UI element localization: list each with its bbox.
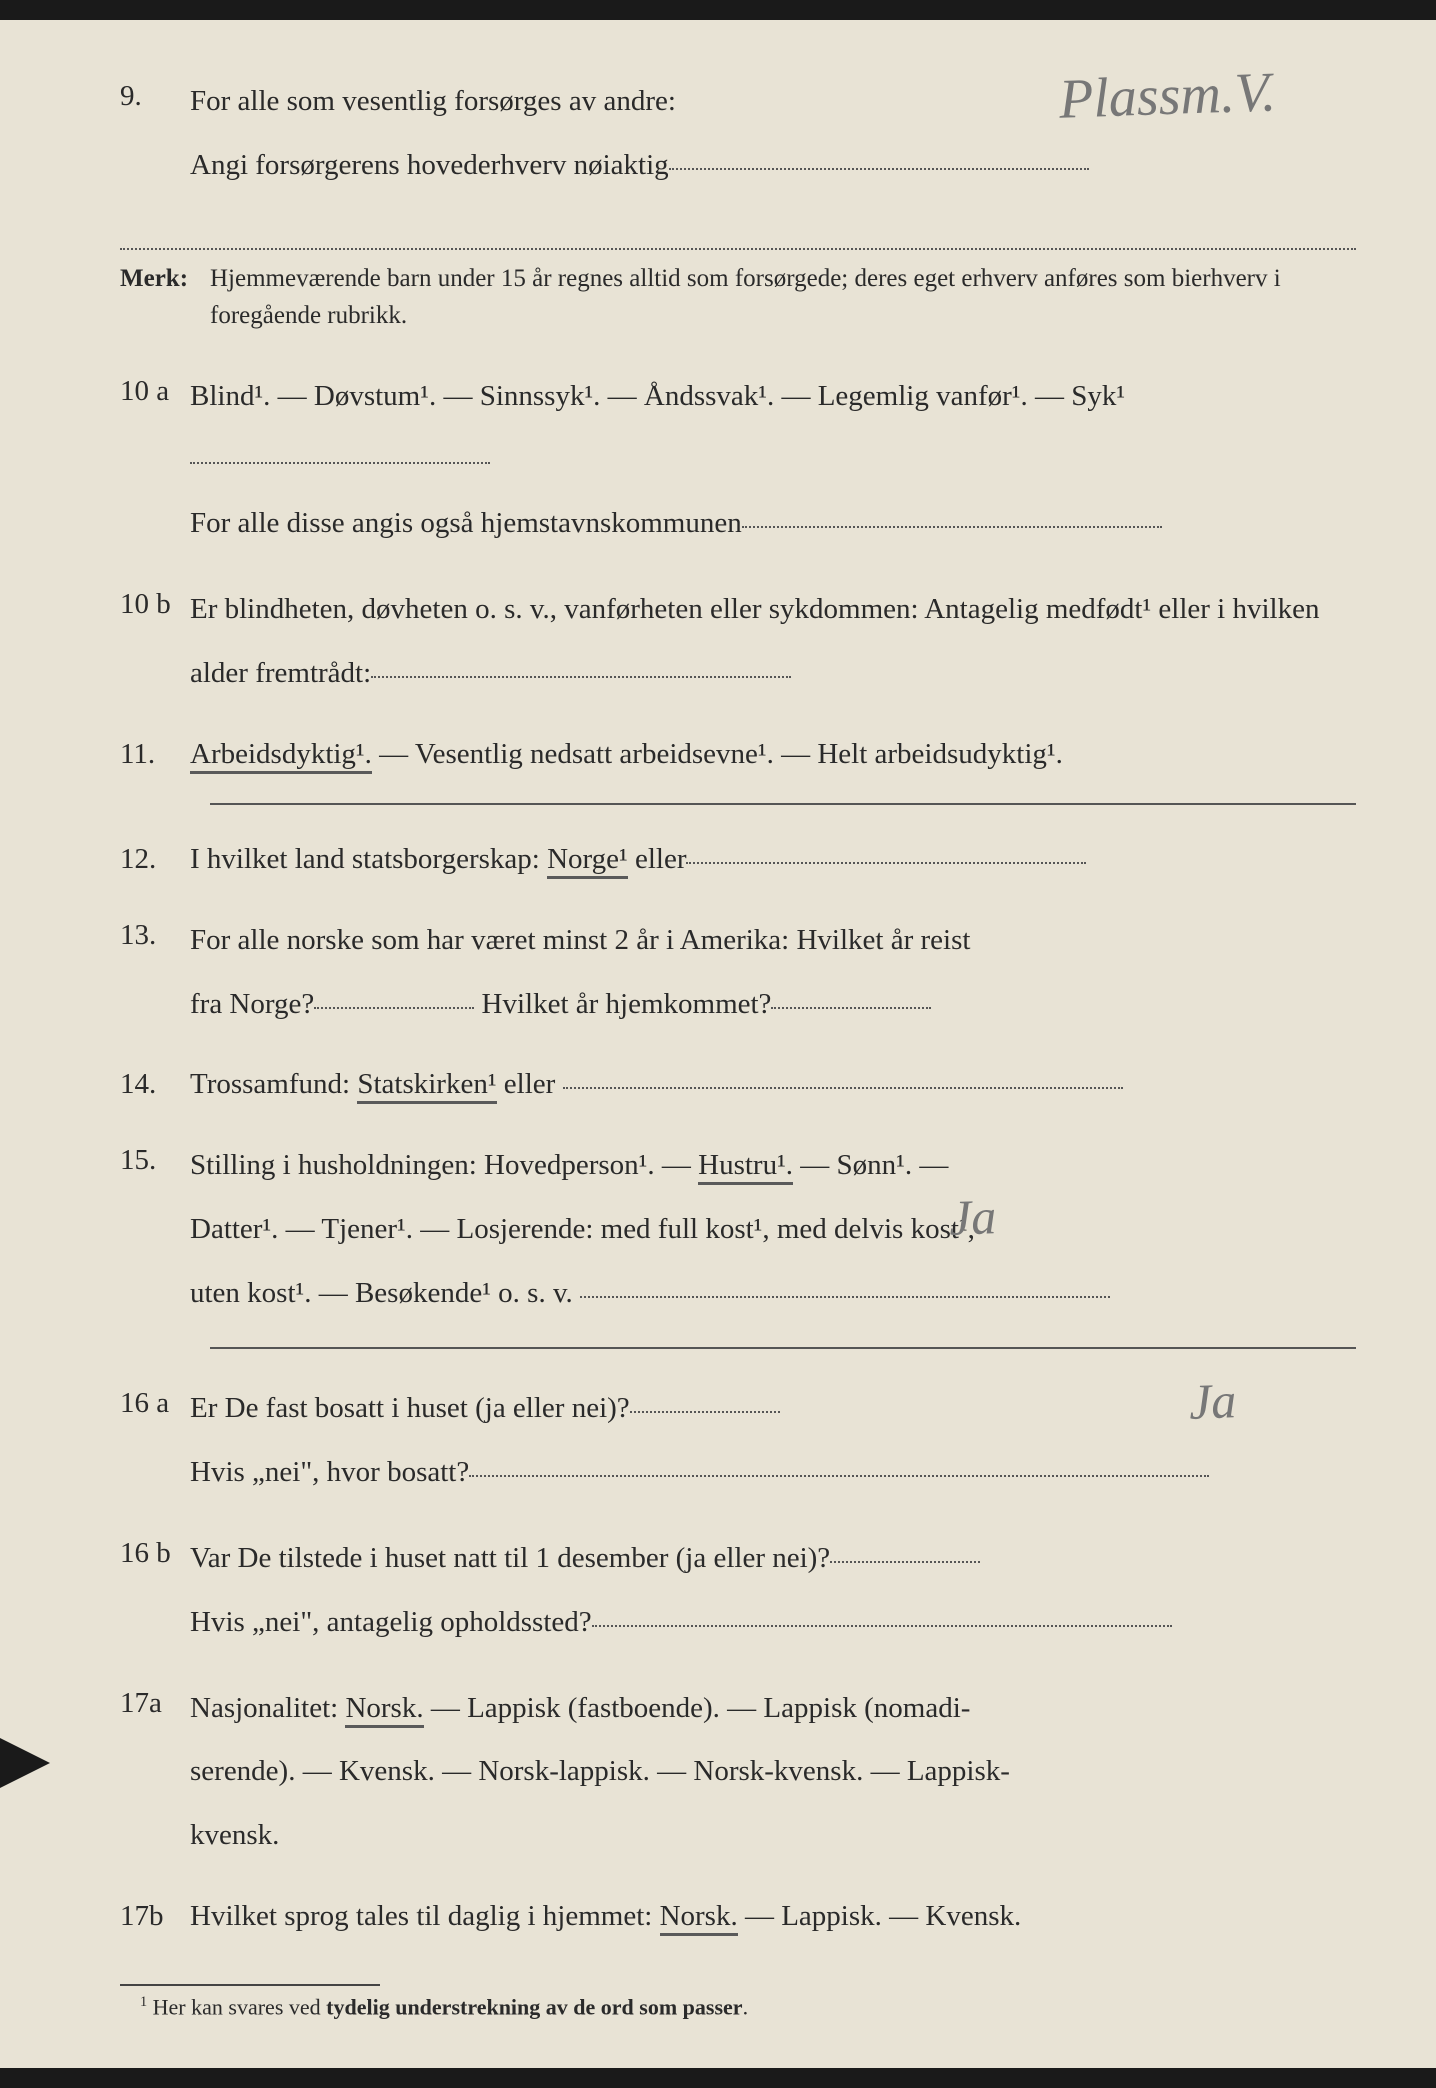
question-text: Stilling i husholdningen: Hovedperson¹. … (190, 1134, 1356, 1325)
question-number: 12. (120, 833, 190, 887)
question-number: 16 a (120, 1377, 190, 1431)
q15-selected: Hustru¹. (698, 1149, 793, 1185)
q15-post1: — Sønn¹. — (793, 1149, 948, 1181)
question-11: 11. Arbeidsdyktig¹. — Vesentlig nedsatt … (120, 728, 1356, 782)
footnote-text: Her kan svares ved tydelig understreknin… (147, 1994, 748, 2019)
question-14: 14. Trossamfund: Statskirken¹ eller (120, 1058, 1356, 1112)
question-number: 14. (120, 1058, 190, 1112)
q17a-post: — Lappisk (fastboende). — Lappisk (nomad… (424, 1692, 971, 1724)
question-15: 15. Stilling i husholdningen: Hovedperso… (120, 1134, 1356, 1325)
handwritten-answer-16b: Ja (1188, 1371, 1237, 1431)
q10a-line2: For alle disse angis også hjemstavnskomm… (190, 507, 742, 539)
q17b-post: — Lappisk. — Kvensk. (738, 1900, 1022, 1932)
q15-line3: uten kost¹. — Besøkende¹ o. s. v. (190, 1277, 580, 1309)
q15-line2: Datter¹. — Tjener¹. — Losjerende: med fu… (190, 1213, 975, 1245)
question-text: Er blindheten, døvheten o. s. v., vanfør… (190, 578, 1356, 706)
question-text: Hvilket sprog tales til daglig i hjemmet… (190, 1890, 1356, 1944)
q10b-text: Er blindheten, døvheten o. s. v., vanfør… (190, 593, 1319, 689)
handwritten-answer-9: Plassm.V. (1058, 60, 1277, 132)
question-number: 10 a (120, 365, 190, 419)
q14-post: eller (497, 1068, 563, 1100)
q17b-selected: Norsk. (660, 1900, 738, 1936)
question-text: Nasjonalitet: Norsk. — Lappisk (fastboen… (190, 1677, 1356, 1868)
q13-line2a: fra Norge? (190, 988, 314, 1020)
q16b-line2: Hvis „nei", antagelig opholdssted? (190, 1606, 592, 1638)
q17a-line2: serende). — Kvensk. — Norsk-lappisk. — N… (190, 1755, 1010, 1787)
merk-label: Merk: (120, 260, 210, 335)
question-number: 9. (120, 70, 190, 124)
q9-line2: Angi forsørgerens hovederhverv nøiaktig (190, 149, 669, 181)
question-number: 16 b (120, 1527, 190, 1581)
question-text: Trossamfund: Statskirken¹ eller (190, 1058, 1356, 1112)
q12-selected: Norge¹ (547, 843, 628, 879)
page-tear (0, 1738, 50, 1788)
question-text: I hvilket land statsborgerskap: Norge¹ e… (190, 833, 1356, 887)
note-merk: Merk: Hjemmeværende barn under 15 år reg… (120, 260, 1356, 335)
question-17b: 17b Hvilket sprog tales til daglig i hje… (120, 1890, 1356, 1944)
q12-post: eller (628, 843, 687, 875)
divider-dotted (120, 220, 1356, 250)
q11-selected: Arbeidsdyktig¹. (190, 738, 372, 774)
question-16b: 16 b Var De tilstede i huset natt til 1 … (120, 1527, 1356, 1655)
footnote-divider (120, 1984, 380, 1986)
merk-text: Hjemmeværende barn under 15 år regnes al… (210, 260, 1356, 335)
q9-line1: For alle som vesentlig forsørges av andr… (190, 85, 676, 117)
question-number: 13. (120, 909, 190, 963)
question-13: 13. For alle norske som har været minst … (120, 909, 1356, 1037)
census-form-page: Plassm.V. Ja Ja 9. For alle som vesentli… (0, 20, 1436, 2068)
footnote: 1 Her kan svares ved tydelig understrekn… (140, 1994, 1356, 2020)
question-number: 17a (120, 1677, 190, 1731)
q16a-line1: Er De fast bosatt i huset (ja eller nei)… (190, 1392, 630, 1424)
question-number: 17b (120, 1890, 190, 1944)
handwritten-answer-16a: Ja (948, 1187, 997, 1247)
question-number: 15. (120, 1134, 190, 1188)
q10a-options: Blind¹. — Døvstum¹. — Sinnssyk¹. — Åndss… (190, 380, 1125, 412)
divider-solid (210, 803, 1356, 805)
q13-line1: For alle norske som har været minst 2 år… (190, 924, 970, 956)
question-12: 12. I hvilket land statsborgerskap: Norg… (120, 833, 1356, 887)
question-number: 10 b (120, 578, 190, 632)
question-text: Er De fast bosatt i huset (ja eller nei)… (190, 1377, 1356, 1505)
q17a-line3: kvensk. (190, 1819, 279, 1851)
question-text: Arbeidsdyktig¹. — Vesentlig nedsatt arbe… (190, 728, 1356, 782)
q12-pre: I hvilket land statsborgerskap: (190, 843, 547, 875)
q11-rest: — Vesentlig nedsatt arbeidsevne¹. — Helt… (372, 738, 1063, 770)
q17b-pre: Hvilket sprog tales til daglig i hjemmet… (190, 1900, 660, 1932)
q17a-pre: Nasjonalitet: (190, 1692, 345, 1724)
q13-line2b: Hvilket år hjemkommet? (474, 988, 771, 1020)
question-text: For alle norske som har været minst 2 år… (190, 909, 1356, 1037)
question-number: 11. (120, 728, 190, 782)
q14-pre: Trossamfund: (190, 1068, 357, 1100)
question-10b: 10 b Er blindheten, døvheten o. s. v., v… (120, 578, 1356, 706)
question-16a: 16 a Er De fast bosatt i huset (ja eller… (120, 1377, 1356, 1505)
q14-selected: Statskirken¹ (357, 1068, 496, 1104)
q16a-line2: Hvis „nei", hvor bosatt? (190, 1456, 469, 1488)
question-17a: 17a Nasjonalitet: Norsk. — Lappisk (fast… (120, 1677, 1356, 1868)
divider-solid (210, 1347, 1356, 1349)
q17a-selected: Norsk. (345, 1692, 423, 1728)
question-text: Var De tilstede i huset natt til 1 desem… (190, 1527, 1356, 1655)
q15-pre: Stilling i husholdningen: Hovedperson¹. … (190, 1149, 698, 1181)
question-text: Blind¹. — Døvstum¹. — Sinnssyk¹. — Åndss… (190, 365, 1356, 556)
question-10a: 10 a Blind¹. — Døvstum¹. — Sinnssyk¹. — … (120, 365, 1356, 556)
q16b-line1: Var De tilstede i huset natt til 1 desem… (190, 1542, 830, 1574)
